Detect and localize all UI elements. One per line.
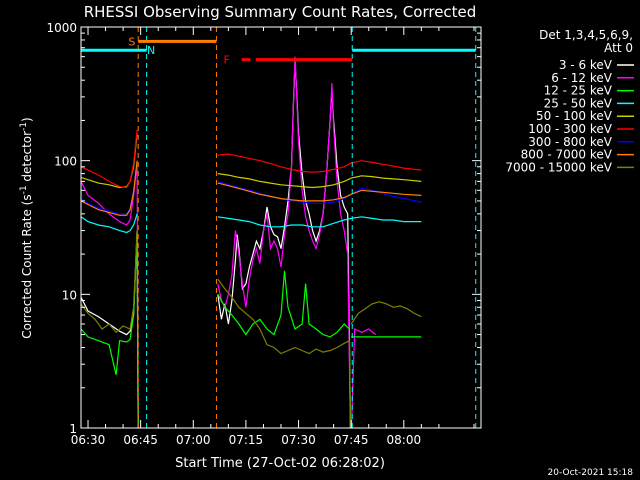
series-line-6-1 xyxy=(217,180,422,204)
vline-layer xyxy=(137,27,477,428)
y-tick-label: 1 xyxy=(69,422,77,436)
legend-label: 100 - 300 keV xyxy=(528,122,612,136)
y-axis-label: Corrected Count Rate (s-1 detector-1) xyxy=(19,117,34,338)
legend-header-detectors: Det 1,3,4,5,6,9, xyxy=(539,28,633,42)
series-line-4-1 xyxy=(217,173,422,189)
series-line-5-0 xyxy=(81,129,138,189)
series-line-1-1 xyxy=(217,56,352,428)
x-tick-label: 06:45 xyxy=(123,433,158,447)
footer-timestamp: 20-Oct-2021 15:18 xyxy=(548,468,634,478)
legend-label: 300 - 800 keV xyxy=(528,135,612,149)
x-tick-label: 06:30 xyxy=(71,433,106,447)
series-line-7-1 xyxy=(217,182,422,202)
series-line-2-1 xyxy=(217,270,352,428)
legend-header-attenuator: Att 0 xyxy=(604,41,633,55)
y-tick-label: 10 xyxy=(62,288,77,302)
chart-title: RHESSI Observing Summary Count Rates, Co… xyxy=(84,3,477,21)
legend-label: 6 - 12 keV xyxy=(551,71,613,85)
y-tick-label: 1000 xyxy=(46,21,77,35)
series-line-3-1 xyxy=(217,216,422,228)
series-line-8-2 xyxy=(350,301,422,325)
x-tick-label: 07:00 xyxy=(176,433,211,447)
flag-layer: SN F xyxy=(81,35,476,67)
legend-label: 50 - 100 keV xyxy=(536,109,613,123)
x-tick-label: 07:45 xyxy=(334,433,369,447)
legend-label: 12 - 25 keV xyxy=(544,84,613,98)
series-line-8-1 xyxy=(217,278,352,428)
x-axis-label: Start Time (27-Oct-02 06:28:02) xyxy=(175,456,385,471)
series-line-3-0 xyxy=(81,213,138,234)
series-line-5-1 xyxy=(217,153,422,173)
x-axis: 06:30 06:45 07:00 07:15 07:30 07:45 08:00 xyxy=(71,27,475,447)
y-tick-label: 100 xyxy=(54,155,77,169)
legend-label: 800 - 7000 keV xyxy=(521,148,613,162)
x-tick-label: 08:00 xyxy=(387,433,422,447)
flag-label-N: N xyxy=(147,44,155,57)
legend-label: 7000 - 15000 keV xyxy=(505,160,612,174)
legend-label: 3 - 6 keV xyxy=(559,58,613,72)
legend-label: 25 - 50 keV xyxy=(544,96,613,110)
x-tick-label: 07:15 xyxy=(229,433,264,447)
flag-label-S: S xyxy=(128,35,135,48)
series-line-8-0 xyxy=(81,230,138,334)
series-line-7-0 xyxy=(81,160,138,216)
series-line-1-2 xyxy=(350,328,377,428)
flag-label-F: F xyxy=(223,54,229,67)
series-layer xyxy=(81,56,422,428)
x-tick-label: 07:30 xyxy=(281,433,316,447)
y-axis: 1 10 100 1000 xyxy=(46,21,481,436)
